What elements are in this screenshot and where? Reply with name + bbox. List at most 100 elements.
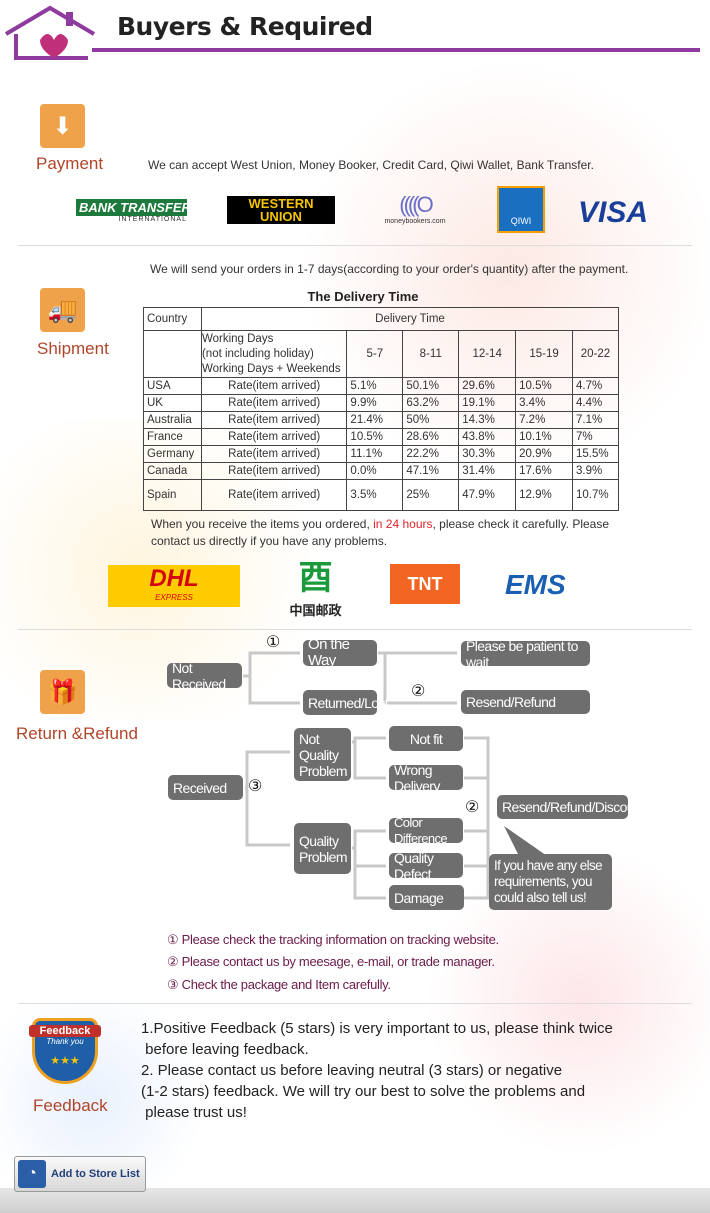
header-divider [92, 48, 700, 52]
rate-cell: 4.4% [571, 394, 620, 412]
house-logo-icon [4, 5, 96, 60]
gift-icon: 🎁 [40, 670, 85, 714]
ems-logo: EMS [505, 569, 566, 600]
note-2: ② Please contact us by meesage, e-mail, … [167, 954, 495, 969]
moneybookers-logo: ((((O moneybookers.com [374, 192, 456, 232]
rate-cell: 10.7% [571, 479, 620, 511]
quality-problem-box: Quality Problem [294, 823, 351, 874]
payment-text: We can accept West Union, Money Booker, … [148, 158, 594, 172]
dhl-sub: EXPRESS [155, 593, 193, 602]
table-row: France Rate(item arrived) 10.5% 28.6% 43.8% 1… [143, 428, 620, 446]
western-union-logo: WESTERN UNION [227, 196, 335, 224]
speech-bubble-tail [504, 826, 550, 858]
page-title: Buyers & Required [117, 12, 373, 41]
rate-cell: 22.2% [402, 445, 460, 463]
rate-cell: 31.4% [458, 462, 517, 480]
bank-transfer-text: BANK TRANSFER [79, 200, 191, 215]
country-cell: Spain [143, 479, 202, 511]
notice-line-2: contact us directly if you have any prob… [151, 534, 388, 548]
rate-label-cell: Rate(item arrived) [200, 445, 348, 463]
quality-defect-box: Quality Defect [389, 850, 463, 882]
feedback-badge-icon: Feedback Thank you ★★★ [29, 1018, 101, 1090]
rate-cell: 28.6% [402, 428, 460, 446]
range-header: 5-7 [346, 330, 404, 378]
bank-transfer-sub: INTERNATIONAL [118, 216, 187, 223]
rss-icon: ◔ [18, 1160, 46, 1188]
received-box: Received [168, 775, 243, 800]
rate-label-cell: Rate(item arrived) [200, 479, 348, 511]
qiwi-logo: QIWI [497, 186, 545, 233]
rate-cell: 10.5% [515, 377, 573, 395]
delivery-table-title: The Delivery Time [307, 289, 419, 304]
notice-line-1: When you receive the items you ordered, … [151, 517, 609, 531]
days-header-line: (not including holiday) [201, 347, 314, 360]
rate-cell: 12.9% [515, 479, 573, 511]
note-1: ① Please check the tracking information … [167, 932, 499, 947]
section-divider [18, 245, 692, 246]
damage-box: Damage [389, 885, 464, 910]
china-post-text: 中国邮政 [289, 603, 342, 618]
shipment-text: We will send your orders in 1-7 days(acc… [150, 262, 629, 276]
tnt-logo: TNT [390, 564, 460, 604]
rate-cell: 3.5% [346, 479, 404, 511]
add-to-store-list-label: Add to Store List [51, 1168, 140, 1180]
bank-transfer-logo: BANK TRANSFER INTERNATIONAL [76, 199, 191, 225]
download-box-icon: ⬇ [40, 104, 85, 148]
days-header-line: Working Days + Weekends [201, 362, 341, 375]
not-received-box: Not Received [167, 660, 242, 692]
returned-lost-box: Returned/Lost [303, 690, 389, 715]
resend-refund-discount-box: Resend/Refund/Discount [497, 795, 645, 819]
step-number: ② [465, 799, 480, 816]
table-row: Canada Rate(item arrived) 0.0% 47.1% 31.4% 17… [143, 462, 620, 480]
not-quality-problem-box: Not Quality Problem [294, 728, 351, 781]
resend-refund-box: Resend/Refund [461, 690, 590, 714]
delivery-table: Country Delivery Time Working Days (not in… [143, 307, 620, 511]
rate-cell: 15.5% [571, 445, 620, 463]
step-number: ② [411, 683, 426, 700]
table-row: Spain Rate(item arrived) 3.5% 25% 47.9% 12.9%… [143, 479, 620, 511]
dhl-text: DHL [149, 565, 199, 592]
rate-cell: 10.5% [346, 428, 404, 446]
else-requirements-bubble: If you have any else requirements, you c… [489, 854, 612, 910]
shipment-label: Shipment [37, 339, 109, 358]
rate-cell: 63.2% [402, 394, 460, 412]
dhl-logo: DHL EXPRESS [108, 565, 240, 607]
notice-text: When you receive the items you ordered, [151, 517, 374, 531]
step-number: ③ [248, 778, 263, 795]
rate-cell: 19.1% [458, 394, 517, 412]
feedback-label: Feedback [33, 1096, 108, 1115]
add-to-store-list-button[interactable]: ◔ Add to Store List [14, 1156, 146, 1192]
range-header: 12-14 [458, 330, 517, 378]
not-fit-box: Not fit [389, 726, 463, 751]
china-post-logo: ⾣ 中国邮政 [278, 556, 353, 619]
rate-cell: 50.1% [402, 377, 460, 395]
rate-cell: 21.4% [346, 411, 404, 429]
table-row: USA Rate(item arrived) 5.1% 50.1% 29.6% 10.5%… [143, 377, 620, 395]
bottom-bar [0, 1188, 710, 1213]
feedback-line: (1-2 stars) feedback. We will try our be… [141, 1083, 586, 1100]
rate-cell: 47.9% [458, 479, 517, 511]
moneybookers-text: moneybookers.com [384, 218, 446, 225]
country-cell: Germany [143, 445, 202, 463]
feedback-line: 1.Positive Feedback (5 stars) is very im… [141, 1020, 613, 1037]
range-header: 8-11 [402, 330, 460, 378]
section-divider [18, 629, 692, 630]
rate-cell: 10.1% [515, 428, 573, 446]
rate-cell: 25% [402, 479, 460, 511]
country-header: Country [143, 307, 202, 331]
days-header-line: Working Days [201, 332, 274, 345]
color-difference-box: Color Difference [389, 815, 463, 846]
note-3: ③ Check the package and Item carefully. [167, 977, 391, 992]
badge-title: Feedback [29, 1025, 101, 1037]
rate-cell: 20.9% [515, 445, 573, 463]
rate-cell: 14.3% [458, 411, 517, 429]
feedback-line: 2. Please contact us before leaving neut… [141, 1062, 563, 1079]
delivery-header: Delivery Time [200, 307, 620, 331]
badge-sub: Thank you [46, 1037, 84, 1046]
patient-box: Please be patient to wait [461, 638, 590, 670]
section-divider [18, 1003, 692, 1004]
step-number: ① [266, 634, 281, 651]
wrong-delivery-box: Wrong Delivery [389, 762, 463, 794]
feedback-line: before leaving feedback. [141, 1041, 309, 1058]
